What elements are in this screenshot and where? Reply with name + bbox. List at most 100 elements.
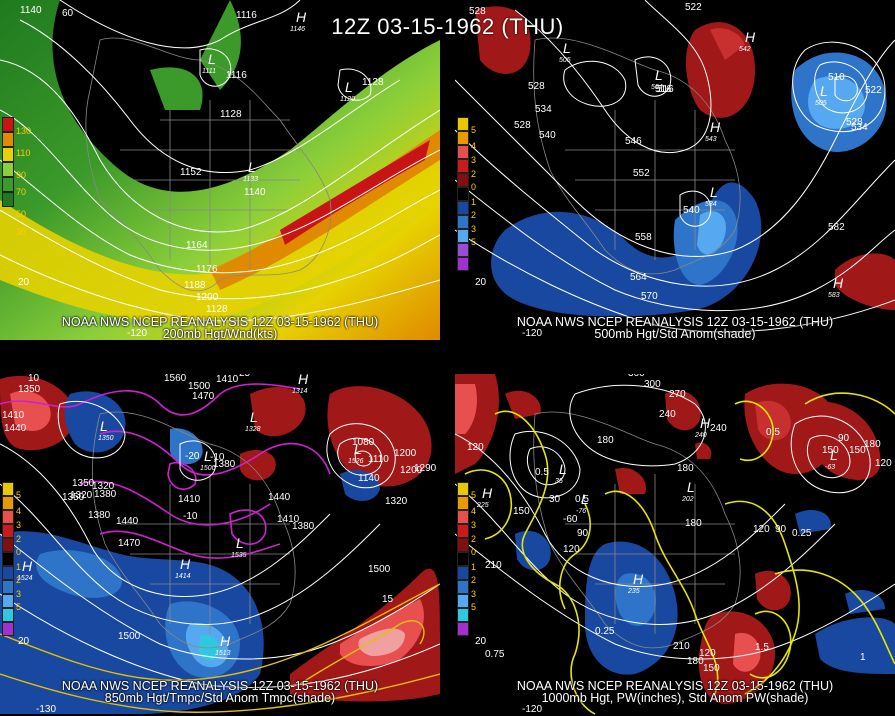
svg-text:1290: 1290 [414,463,437,474]
svg-text:20: 20 [18,277,30,288]
coastline-outlines [533,37,741,275]
svg-text:L: L [820,83,828,99]
panel-subcaption: 500mb Hgt/Std Anom(shade) [594,327,756,341]
svg-text:120: 120 [467,442,484,453]
pressure-centers: H 1314 L 1350 L 1328 L 1500 L 1526 H 141… [17,374,364,657]
svg-text:1320: 1320 [92,481,115,492]
svg-text:35: 35 [555,478,563,485]
svg-text:-120: -120 [127,328,147,339]
svg-text:L: L [345,79,353,95]
svg-text:1140: 1140 [244,187,266,198]
svg-text:H: H [22,558,33,574]
svg-text:L: L [208,51,216,67]
svg-text:1524: 1524 [17,575,33,582]
svg-text:90: 90 [577,528,589,539]
anomaly-color-scale: 5 4 3 2 0 1 2 3 5 [457,117,476,271]
svg-text:0.5: 0.5 [535,467,549,478]
precipitable-water-contours [464,392,895,715]
svg-text:542: 542 [739,46,751,53]
svg-text:H: H [710,119,721,135]
svg-text:L: L [581,491,589,507]
svg-text:522: 522 [865,85,882,96]
svg-text:528: 528 [514,120,531,131]
svg-text:L: L [236,535,244,551]
svg-text:505: 505 [815,100,827,107]
svg-text:202: 202 [681,496,694,503]
panel-1000mb-height-precipitable-water: 360 300 270 240 180 120 30 150 -60 90 12… [455,374,895,716]
svg-text:1.5: 1.5 [755,642,769,653]
svg-text:552: 552 [633,168,650,179]
svg-text:1410: 1410 [216,374,239,385]
svg-text:120: 120 [699,648,716,659]
svg-text:L: L [830,447,838,463]
map-850mb: 1350 1410 1440 1560 1500 1410 1470 1350 … [0,374,440,716]
svg-text:150: 150 [849,445,866,456]
svg-text:564: 564 [630,272,647,283]
svg-text:1470: 1470 [192,391,215,402]
svg-text:1470: 1470 [118,538,141,549]
svg-text:1500: 1500 [200,465,216,472]
svg-text:240: 240 [659,409,676,420]
height-contours [0,400,440,689]
svg-text:1140: 1140 [358,473,380,484]
svg-text:10: 10 [28,374,40,384]
map-200mb: 1140 1116 1116 1128 1128 1152 1140 1164 … [0,0,440,340]
map-500mb: 528 522 516 528 534 528 540 546 552 540 … [455,0,895,340]
pressure-centers: H 1146 L 1111 L 1133 L 1120 [202,9,355,183]
svg-text:20: 20 [475,277,487,288]
svg-text:120: 120 [563,544,580,555]
svg-text:0.25: 0.25 [595,626,615,637]
svg-text:1128: 1128 [220,109,242,120]
svg-text:1328: 1328 [245,426,261,433]
svg-text:1111: 1111 [202,68,216,75]
panel-caption: NOAA NWS NCEP REANALYSIS 12Z 03-15-1962 … [516,679,834,693]
panel-caption: NOAA NWS NCEP REANALYSIS 12Z 03-15-1962 … [61,315,379,329]
svg-text:1535: 1535 [231,552,247,559]
height-contours [0,0,440,322]
anomaly-shading [0,375,440,714]
panel-subcaption: 1000mb Hgt, PW(inches), Std Anom PW(shad… [541,691,809,705]
svg-text:H: H [220,633,231,649]
svg-text:1128: 1128 [362,77,384,88]
height-contours [455,384,895,660]
svg-text:H: H [633,571,644,587]
svg-text:L: L [655,67,663,83]
svg-text:-20: -20 [185,451,200,462]
svg-text:1380: 1380 [88,510,111,521]
svg-text:210: 210 [485,560,502,571]
height-contours [455,0,895,333]
svg-text:1140: 1140 [20,5,42,16]
svg-text:1320: 1320 [385,496,408,507]
svg-text:180: 180 [864,439,881,450]
svg-text:L: L [100,418,108,434]
svg-text:-120: -120 [522,704,542,715]
svg-text:1380: 1380 [94,489,117,500]
svg-text:-60: -60 [563,514,578,525]
svg-text:L: L [710,184,718,200]
svg-text:1146: 1146 [290,26,305,33]
svg-text:1380: 1380 [292,521,315,532]
svg-text:25: 25 [239,374,251,379]
svg-text:H: H [296,9,307,25]
panel-caption: NOAA NWS NCEP REANALYSIS 12Z 03-15-1962 … [61,679,379,693]
svg-text:1200: 1200 [196,292,219,303]
temperature-isotherms [0,383,331,559]
svg-text:1560: 1560 [164,374,187,384]
svg-text:0.5: 0.5 [766,427,780,438]
contour-labels: 528 522 516 528 534 528 540 546 552 540 … [469,2,882,302]
panel-subcaption: 850mb Hgt/Tmpc/Std Anom Tmpc(shade) [104,691,336,705]
svg-text:1116: 1116 [226,70,247,81]
wind-color-scale: 130 110 90 70 50 30 [2,117,31,237]
panel-500mb-height-anomaly: 528 522 516 528 534 528 540 546 552 540 … [455,0,895,340]
svg-text:180: 180 [687,656,704,667]
svg-text:543: 543 [705,136,717,143]
svg-text:546: 546 [625,136,642,147]
svg-text:60: 60 [62,8,74,19]
svg-text:150: 150 [703,663,720,674]
svg-text:1500: 1500 [368,564,391,575]
svg-text:150: 150 [822,445,839,456]
svg-text:L: L [559,461,567,477]
svg-text:1110: 1110 [368,454,389,465]
svg-text:240: 240 [694,432,707,439]
svg-text:534: 534 [535,104,552,115]
